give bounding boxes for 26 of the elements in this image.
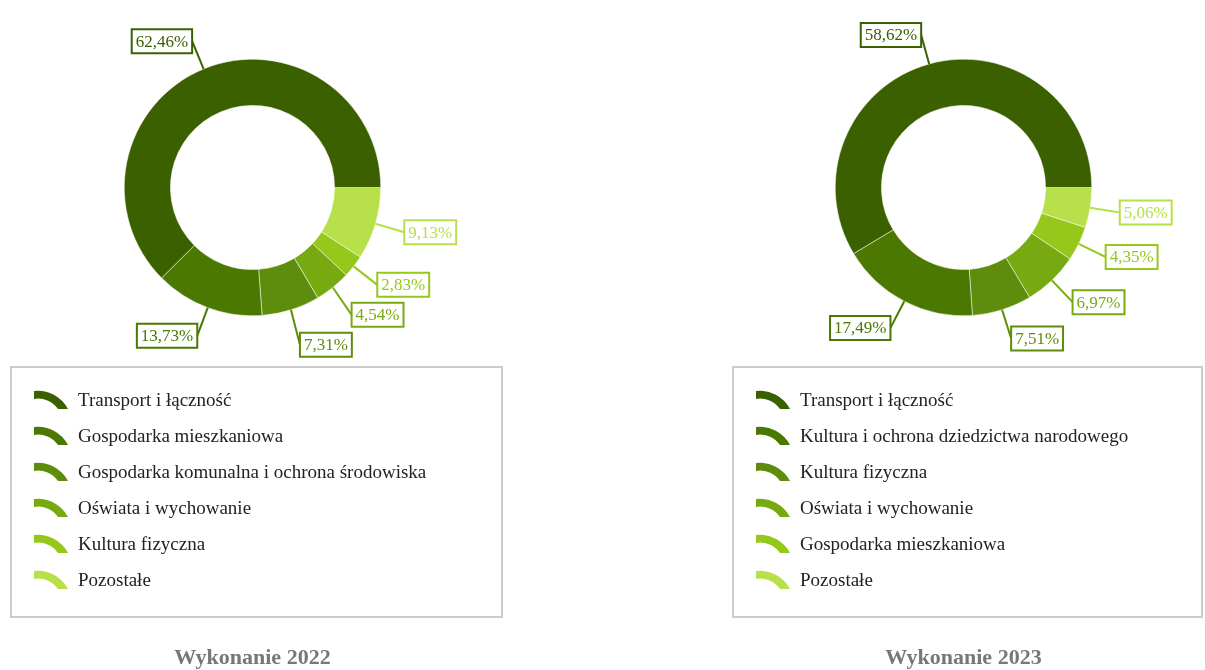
legend-label: Transport i łączność — [800, 389, 954, 411]
legend-label: Kultura i ochrona dziedzictwa narodowego — [800, 425, 1129, 447]
legend-label: Oświata i wychowanie — [800, 497, 974, 519]
data-label: 4,54% — [355, 305, 400, 325]
data-label: 4,35% — [1109, 247, 1154, 267]
text: Wykonanie 2023 — [884, 644, 1043, 670]
text: Wykonanie 2022 — [173, 644, 332, 670]
data-label: 7,31% — [303, 335, 348, 355]
legend-label: Gospodarka komunalna i ochrona środowiska — [78, 461, 427, 483]
legend-label: Kultura fizyczna — [800, 461, 928, 483]
data-label: 62,46% — [135, 31, 189, 51]
data-label: 2,83% — [381, 275, 426, 295]
data-label: 17,49% — [834, 318, 887, 338]
legend-label: Oświata i wychowanie — [78, 497, 252, 519]
data-label: 6,97% — [1076, 292, 1121, 312]
legend-label: Gospodarka mieszkaniowa — [800, 533, 1006, 555]
data-label: 7,51% — [1015, 328, 1060, 348]
data-label: 5,06% — [1123, 203, 1168, 223]
data-label: 9,13% — [408, 222, 453, 242]
data-label: 13,73% — [140, 326, 194, 346]
legend-label: Pozostałe — [800, 569, 873, 591]
data-label: 58,62% — [864, 25, 918, 45]
legend-label: Kultura fizyczna — [78, 533, 206, 555]
legend-label: Transport i łączność — [78, 389, 232, 411]
legend-label: Pozostałe — [78, 569, 151, 591]
legend-label: Gospodarka mieszkaniowa — [78, 425, 284, 447]
